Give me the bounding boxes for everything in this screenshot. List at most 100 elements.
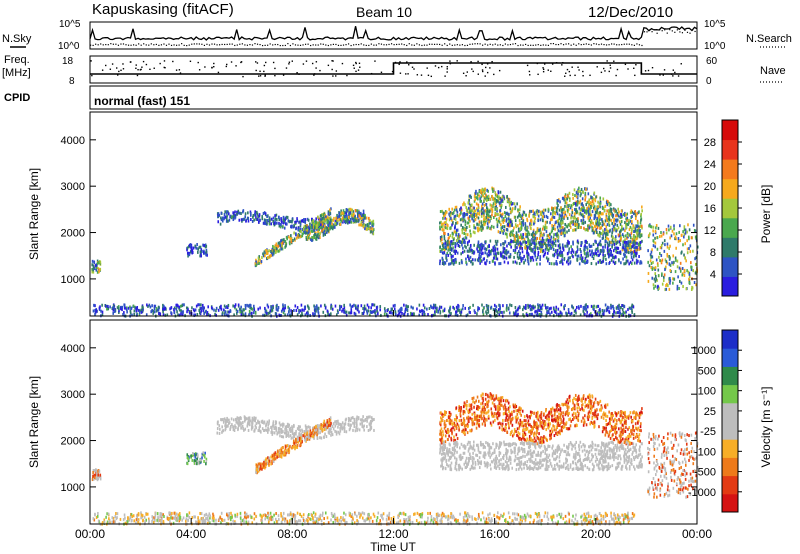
power-echo [582,218,585,222]
power-echo [286,215,289,219]
power-echo [306,228,309,232]
power-echo [588,245,591,249]
noise-search-point [355,43,357,46]
power-echo [298,309,300,313]
nave-point [352,64,355,67]
power-echo [499,214,502,218]
power-echo [506,304,508,308]
power-echo [624,211,626,215]
power-echo [576,248,579,252]
power-echo [496,225,499,229]
nave-point [550,70,552,72]
power-echo [570,250,573,254]
power-echo [537,214,540,218]
nave-point [235,65,237,67]
power-echo [446,258,448,262]
power-echo [544,226,546,230]
power-echo [384,309,386,313]
power-echo [280,220,283,224]
power-echo [380,313,382,317]
power-echo [546,247,549,251]
power-echo [591,210,594,214]
power-echo [463,249,466,253]
nave-point [672,75,674,77]
power-echo [506,235,508,239]
power-echo [568,250,570,254]
power-echo [306,217,309,221]
nave-point [596,66,598,68]
power-echo [181,310,183,314]
power-echo [445,247,447,251]
power-echo [649,232,651,236]
power-echo [639,246,642,250]
noise-search-point [674,31,676,33]
power-echo [303,218,305,222]
power-echo [215,309,217,313]
power-echo [304,224,307,228]
power-echo [276,217,278,221]
freq-unit-label: [MHz] [2,67,31,79]
noise-search-point [234,44,236,47]
power-echo [531,237,533,241]
power-echo [512,233,514,237]
power-echo [622,246,625,250]
power-echo [602,236,605,240]
power-echo [684,231,687,235]
noise-search-point [373,44,375,46]
nave-point [486,63,489,65]
power-echo [599,210,601,214]
power-echo [575,311,577,315]
power-echo [242,308,245,312]
power-echo [606,233,609,237]
power-echo [673,232,675,236]
power-echo [592,231,595,235]
power-echo [584,259,586,263]
power-echo [240,305,242,309]
nave-point [394,61,397,64]
power-echo [485,216,488,220]
power-echo [492,187,495,191]
power-echo [455,260,457,264]
noise-search-point [251,44,254,46]
noise-search-point [241,43,243,45]
power-echo [665,284,667,288]
power-echo [494,191,497,195]
power-echo [272,244,274,248]
power-echo [232,211,234,215]
power-echo [484,195,487,199]
power-echo [241,218,244,222]
power-echo [621,227,623,231]
noise-search-point [110,43,112,45]
power-echo [499,203,501,207]
power-echo [188,253,191,257]
power-echo [598,253,600,257]
power-echo [587,251,589,255]
power-echo [315,231,317,235]
power-echo [330,305,333,309]
power-echo [344,217,346,221]
power-echo [514,205,517,209]
power-echo [416,307,418,311]
power-echo [569,312,572,316]
power-echo [443,261,446,265]
power-echo [517,312,519,316]
power-echo [640,214,642,218]
power-echo [261,215,264,219]
power-echo [597,223,599,227]
power-echo [534,236,537,240]
power-echo [622,213,625,217]
power-echo [611,212,613,216]
power-echo [350,311,353,315]
power-echo [622,240,624,244]
power-echo [566,205,568,209]
power-colorbar-tick-label: 28 [704,137,716,149]
noise-search-point [254,43,256,45]
nave-point [408,64,410,66]
power-echo [164,313,167,317]
power-echo [524,240,526,244]
power-echo [576,202,579,206]
power-echo [507,242,510,246]
power-echo [573,202,575,206]
nave-point [335,75,337,77]
nave-point [265,61,267,64]
